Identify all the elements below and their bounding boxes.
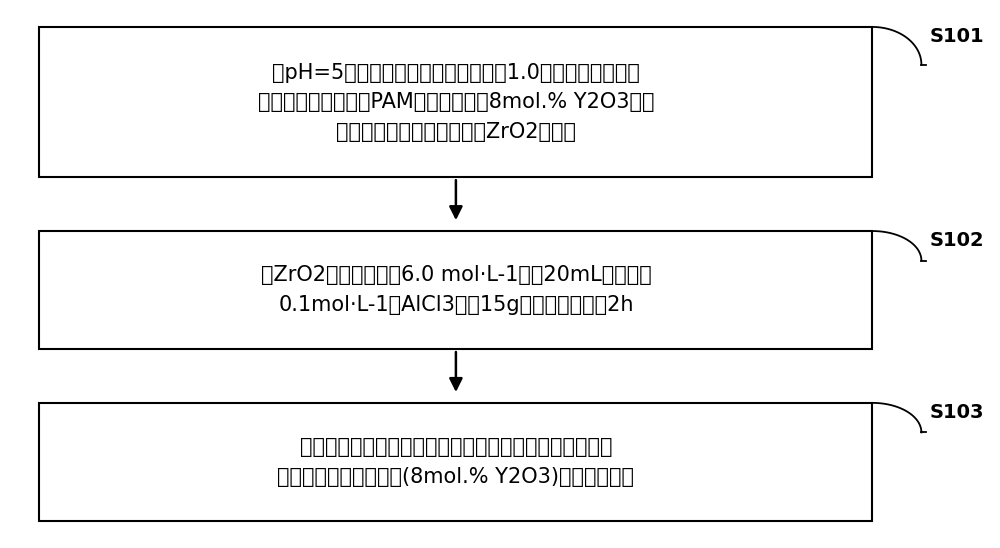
Text: S103: S103 xyxy=(929,403,984,422)
Text: 向ZrO2悬浊液中加入6.0 mol·L-1氨水20mL及浓度为
0.1mol·L-1的AlCl3溶液15g充分反应，陈化2h: 向ZrO2悬浊液中加入6.0 mol·L-1氨水20mL及浓度为 0.1mol·… xyxy=(261,265,651,315)
FancyBboxPatch shape xyxy=(39,231,872,349)
Text: 对混合液依次进行抽滤、洗涤、干燥、煅烧处理，即获得
纳米氧化铝包覆氧化锆(8mol.% Y2O3)复合陶瓷粉体: 对混合液依次进行抽滤、洗涤、干燥、煅烧处理，即获得 纳米氧化铝包覆氧化锆(8mo… xyxy=(277,437,634,487)
Text: 在pH=5的反应条件下，将质量分数为1.0％的硅烷偶联剂、
分散剂聚丙烯酰胺（PAM）及氧化锆（8mol.% Y2O3）混
合，并进行超声搅拌，获得ZrO2悬浊: 在pH=5的反应条件下，将质量分数为1.0％的硅烷偶联剂、 分散剂聚丙烯酰胺（P… xyxy=(258,62,654,142)
Text: S101: S101 xyxy=(929,27,984,46)
Text: S102: S102 xyxy=(929,231,984,250)
FancyBboxPatch shape xyxy=(39,27,872,178)
FancyBboxPatch shape xyxy=(39,403,872,521)
